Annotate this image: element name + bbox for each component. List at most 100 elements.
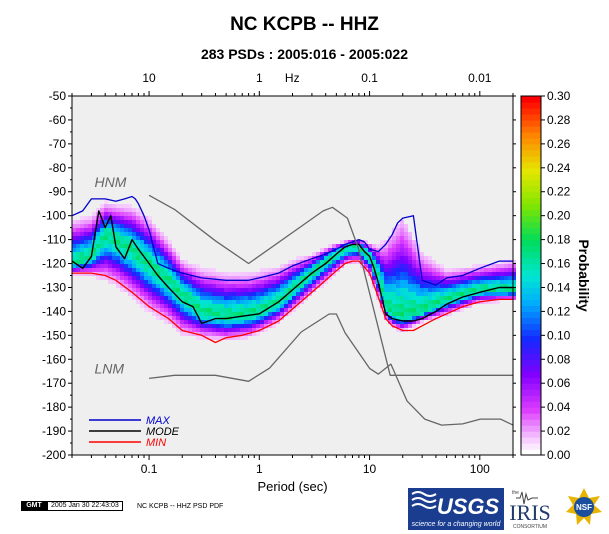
density-cell xyxy=(120,220,124,224)
density-cell xyxy=(328,264,332,268)
density-cell xyxy=(160,304,164,308)
density-cell xyxy=(132,248,136,252)
density-cell xyxy=(460,292,464,296)
iris-logo-text: IRIS xyxy=(509,500,551,525)
density-cell xyxy=(156,288,160,292)
density-cell xyxy=(208,324,212,328)
density-cell xyxy=(292,276,296,280)
colorbar-segment xyxy=(521,269,541,277)
density-cell xyxy=(192,280,196,284)
density-cell xyxy=(228,312,232,316)
density-cell xyxy=(240,284,244,288)
density-cell xyxy=(292,308,296,312)
density-cell xyxy=(136,220,140,224)
density-cell xyxy=(84,244,88,248)
density-cell xyxy=(464,300,468,304)
density-cell xyxy=(120,216,124,220)
density-cell xyxy=(424,300,428,304)
density-cell xyxy=(392,264,396,268)
density-cell xyxy=(152,296,156,300)
density-cell xyxy=(216,276,220,280)
density-cell xyxy=(192,304,196,308)
density-cell xyxy=(80,272,84,276)
density-cell xyxy=(240,288,244,292)
density-cell xyxy=(160,268,164,272)
density-cell xyxy=(496,280,500,284)
density-cell xyxy=(100,232,104,236)
density-cell xyxy=(240,336,244,340)
density-cell xyxy=(264,304,268,308)
density-cell xyxy=(424,264,428,268)
density-cell xyxy=(136,272,140,276)
density-cell xyxy=(240,300,244,304)
density-cell xyxy=(288,268,292,272)
colorbar-segment xyxy=(521,359,541,366)
density-cell xyxy=(416,284,420,288)
density-cell xyxy=(140,248,144,252)
density-cell xyxy=(212,328,216,332)
density-cell xyxy=(148,284,152,288)
noise-model-line-4 xyxy=(149,313,514,426)
density-cell xyxy=(376,264,380,268)
density-cell xyxy=(116,268,120,272)
density-cell xyxy=(232,272,236,276)
density-cell xyxy=(116,276,120,280)
density-cell xyxy=(108,236,112,240)
density-cell xyxy=(388,316,392,320)
density-cell xyxy=(268,312,272,316)
colorbar-segment xyxy=(521,329,541,336)
density-cell xyxy=(288,308,292,312)
density-cell xyxy=(424,284,428,288)
density-cell xyxy=(400,316,404,320)
density-cell xyxy=(396,312,400,316)
density-cell xyxy=(220,284,224,288)
density-cell xyxy=(420,288,424,292)
density-cell xyxy=(476,264,480,268)
density-cell xyxy=(240,308,244,312)
noise-model-line-3 xyxy=(148,194,513,376)
density-cell xyxy=(420,312,424,316)
density-cell xyxy=(124,208,128,212)
density-cell xyxy=(124,232,128,236)
density-cell xyxy=(136,244,140,248)
density-cell xyxy=(368,260,372,264)
density-cell xyxy=(176,292,180,296)
density-cell xyxy=(512,292,516,296)
density-cell xyxy=(84,252,88,256)
density-cell xyxy=(120,240,124,244)
density-cell xyxy=(176,256,180,260)
density-cell xyxy=(180,276,184,280)
density-cell xyxy=(180,264,184,268)
density-cell xyxy=(172,300,176,304)
density-cell xyxy=(100,252,104,256)
colorbar-frame xyxy=(520,95,542,456)
density-cell xyxy=(272,300,276,304)
density-cell xyxy=(376,276,380,280)
density-cell xyxy=(100,240,104,244)
density-cell xyxy=(160,280,164,284)
density-cell xyxy=(264,268,268,272)
density-cell xyxy=(76,256,80,260)
density-cell xyxy=(240,304,244,308)
density-cell xyxy=(168,284,172,288)
density-cell xyxy=(272,308,276,312)
density-cell xyxy=(456,292,460,296)
density-cell xyxy=(244,328,248,332)
density-cell xyxy=(200,272,204,276)
density-cell xyxy=(408,320,412,324)
density-cell xyxy=(476,284,480,288)
y-tick-label: -130 xyxy=(42,280,66,294)
density-cell xyxy=(468,268,472,272)
density-cell xyxy=(300,276,304,280)
density-cell xyxy=(336,248,340,252)
density-cell xyxy=(420,260,424,264)
density-cell xyxy=(148,248,152,252)
density-cell xyxy=(468,304,472,308)
density-cell xyxy=(104,204,108,208)
density-cell xyxy=(156,276,160,280)
density-cell xyxy=(100,244,104,248)
colorbar-segment xyxy=(521,263,541,271)
density-cell xyxy=(256,292,260,296)
density-cell xyxy=(108,256,112,260)
density-cell xyxy=(104,252,108,256)
